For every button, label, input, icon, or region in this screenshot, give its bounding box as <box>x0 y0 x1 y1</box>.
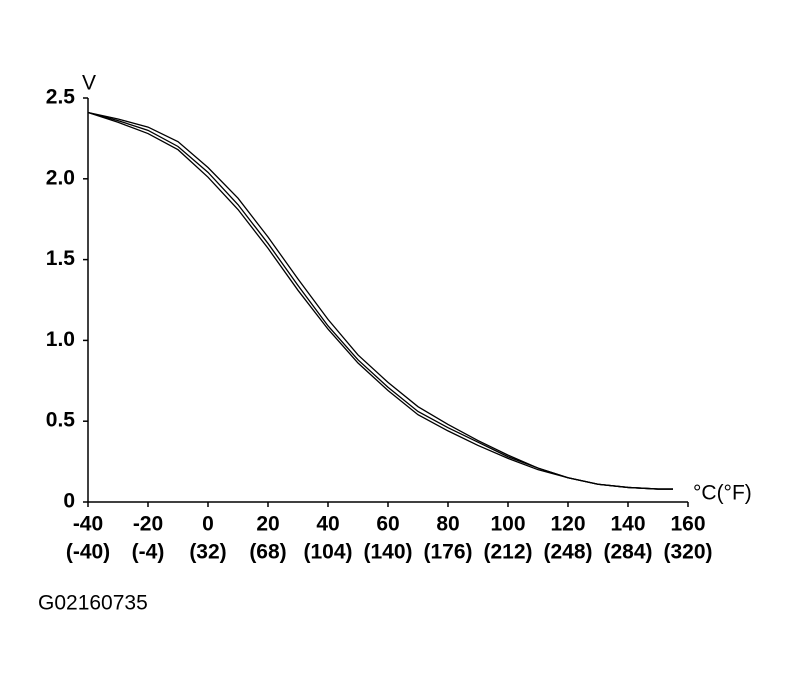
x-tick-label: -20 <box>133 513 163 536</box>
x-tick-label: 60 <box>376 513 399 536</box>
x-tick-label-fahrenheit: (32) <box>189 541 226 564</box>
x-tick-label: 120 <box>550 513 585 536</box>
y-tick-label: 1.5 <box>46 247 76 270</box>
y-tick-label: 2.5 <box>46 86 76 109</box>
caption: G02160735 <box>38 592 148 615</box>
x-tick-label: -40 <box>73 513 103 536</box>
y-axis-label: V <box>82 72 96 95</box>
x-axis-label: °C(°F) <box>693 482 752 505</box>
x-tick-label: 0 <box>202 513 214 536</box>
x-tick-label: 20 <box>256 513 279 536</box>
x-tick-label: 160 <box>670 513 705 536</box>
line <box>87 111 673 490</box>
y-tick-label: 1.0 <box>46 328 75 351</box>
x-tick-label-fahrenheit: (140) <box>363 541 412 564</box>
x-tick-label: 100 <box>490 513 525 536</box>
x-tick-label-fahrenheit: (248) <box>543 541 592 564</box>
x-tick-label-fahrenheit: (176) <box>423 541 472 564</box>
x-tick-label-fahrenheit: (-4) <box>132 541 165 564</box>
line <box>87 111 673 490</box>
y-tick-label: 0 <box>63 490 75 513</box>
y-tick-label: 0.5 <box>46 409 76 432</box>
x-tick-label: 80 <box>436 513 459 536</box>
x-tick-label-fahrenheit: (284) <box>603 541 652 564</box>
line <box>87 111 673 490</box>
x-tick-label: 140 <box>610 513 645 536</box>
x-tick-label-fahrenheit: (68) <box>249 541 286 564</box>
x-tick-label: 40 <box>316 513 339 536</box>
y-tick-label: 2.0 <box>46 166 75 189</box>
x-tick-label-fahrenheit: (212) <box>483 541 532 564</box>
x-tick-label-fahrenheit: (320) <box>663 541 712 564</box>
x-tick-label-fahrenheit: (-40) <box>66 541 110 564</box>
x-tick-label-fahrenheit: (104) <box>303 541 352 564</box>
